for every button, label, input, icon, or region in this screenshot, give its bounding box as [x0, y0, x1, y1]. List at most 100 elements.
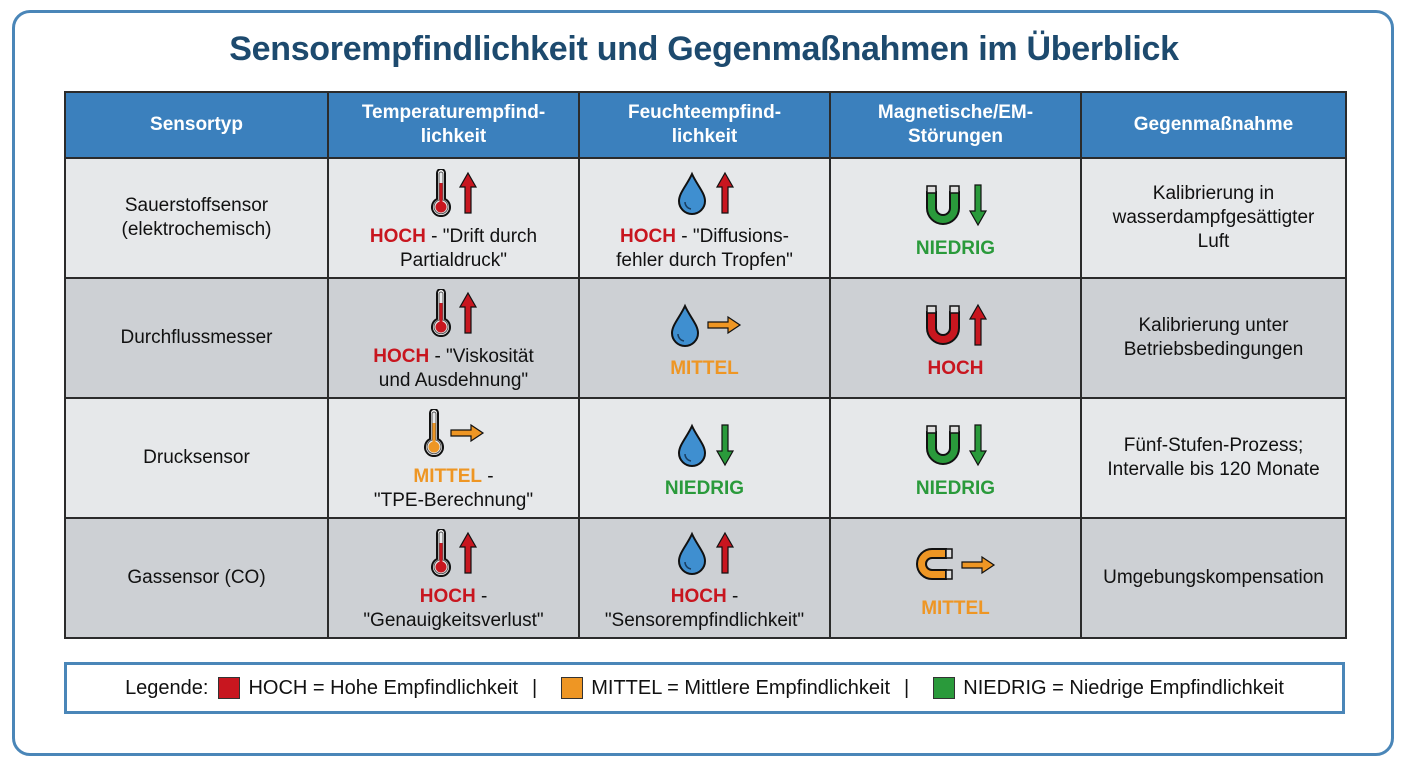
- header-label: Sensortyp: [150, 114, 243, 135]
- water-drop-icon: [677, 531, 706, 575]
- arrow-up-icon: [968, 303, 987, 346]
- temp-icon-group: [333, 405, 574, 461]
- thermometer-icon: [423, 409, 444, 457]
- arrow-up-icon: [458, 531, 477, 574]
- countermeasure-text: Kalibrierung in wasserdampfgesättigter Luf…: [1112, 183, 1315, 252]
- temp-icon-group: [333, 165, 574, 221]
- legend-item-hoch: HOCH = Hohe Empfindlichkeit: [248, 676, 519, 699]
- cell-countermeasure: Fünf-Stufen-Prozess; Intervalle bis 120 M…: [1080, 397, 1347, 519]
- header-countermeasure: Gegenmaßnahme: [1080, 91, 1347, 159]
- humidity-icon-group: [584, 417, 825, 473]
- table-header-row: Sensortyp Temperaturempfind-lichkeit Feu…: [64, 91, 1347, 159]
- level-badge: MITTEL: [670, 358, 739, 379]
- table-row: Sauerstoffsensor (elektrochemisch) HOCH -…: [64, 157, 1347, 279]
- legend-separator: |: [904, 676, 910, 699]
- sensor-name: Drucksensor: [143, 447, 250, 468]
- level-note: - "Genauigkeitsverlust": [363, 586, 544, 631]
- arrow-up-icon: [715, 531, 734, 574]
- cell-sensor: Sauerstoffsensor (elektrochemisch): [64, 157, 329, 279]
- humidity-icon-group: [584, 525, 825, 581]
- cell-temp: HOCH - "Genauigkeitsverlust": [327, 517, 580, 639]
- water-drop-icon: [677, 423, 706, 467]
- magnetic-text: MITTEL: [835, 597, 1076, 621]
- level-badge: HOCH: [373, 346, 430, 367]
- cell-temp: HOCH - "Drift durch Partialdruck": [327, 157, 580, 279]
- magnetic-icon-group: [835, 537, 1076, 593]
- table-row: Drucksensor MITTEL - "TPE-Berechnung" NIE…: [64, 397, 1347, 519]
- table-row: Gassensor (CO) HOCH - "Genauigkeitsverlus…: [64, 517, 1347, 639]
- magnet-icon: [925, 305, 960, 345]
- sensor-table: Sensortyp Temperaturempfind-lichkeit Feu…: [64, 91, 1347, 639]
- header-label: Magnetische/EM- Störungen: [877, 102, 1034, 147]
- temp-text: HOCH - "Drift durch Partialdruck": [333, 225, 574, 273]
- arrow-up-icon: [458, 171, 477, 214]
- temp-text: HOCH - "Genauigkeitsverlust": [333, 585, 574, 633]
- arrow-up-icon: [458, 291, 477, 334]
- cell-temp: HOCH - "Viskosität und Ausdehnung": [327, 277, 580, 399]
- legend-item-niedrig: NIEDRIG = Niedrige Empfindlichkeit: [963, 676, 1284, 699]
- magnetic-icon-group: [835, 417, 1076, 473]
- level-note: - "Sensorempfindlichkeit": [604, 586, 805, 631]
- cell-magnetic: NIEDRIG: [829, 397, 1082, 519]
- level-badge: MITTEL: [413, 466, 482, 487]
- arrow-down-icon: [968, 424, 987, 467]
- table-row: Durchflussmesser HOCH - "Viskosität und A…: [64, 277, 1347, 399]
- level-note: - "Drift durch Partialdruck": [399, 226, 538, 271]
- cell-humidity: MITTEL: [578, 277, 831, 399]
- legend-swatch-niedrig: [933, 677, 956, 699]
- humidity-icon-group: [584, 297, 825, 353]
- temp-icon-group: [333, 525, 574, 581]
- temp-icon-group: [333, 285, 574, 341]
- level-badge: HOCH: [369, 226, 426, 247]
- sensor-name: Durchflussmesser: [120, 327, 273, 348]
- humidity-text: HOCH - "Diffusions-fehler durch Tropfen": [584, 225, 825, 273]
- header-temperature: Temperaturempfind-lichkeit: [327, 91, 580, 159]
- countermeasure-text: Fünf-Stufen-Prozess; Intervalle bis 120 M…: [1107, 435, 1320, 480]
- countermeasure-text: Umgebungskompensation: [1103, 567, 1324, 588]
- level-badge: NIEDRIG: [915, 478, 996, 499]
- cell-countermeasure: Kalibrierung in wasserdampfgesättigter Luf…: [1080, 157, 1347, 279]
- legend-item-mittel: MITTEL = Mittlere Empfindlichkeit: [591, 676, 891, 699]
- level-note: - "Diffusions-fehler durch Tropfen": [616, 226, 793, 271]
- thermometer-icon: [430, 529, 451, 577]
- magnetic-text: HOCH: [835, 357, 1076, 381]
- arrow-right-icon: [706, 315, 741, 335]
- header-sensortyp: Sensortyp: [64, 91, 329, 159]
- humidity-icon-group: [584, 165, 825, 221]
- magnetic-text: NIEDRIG: [835, 237, 1076, 261]
- cell-sensor: Drucksensor: [64, 397, 329, 519]
- level-badge: NIEDRIG: [664, 478, 745, 499]
- magnet-icon: [925, 185, 960, 225]
- cell-magnetic: MITTEL: [829, 517, 1082, 639]
- level-badge: HOCH: [620, 226, 676, 247]
- level-badge: HOCH: [670, 586, 727, 607]
- level-note: - "TPE-Berechnung": [373, 466, 534, 511]
- legend-label: Legende:: [125, 676, 209, 699]
- water-drop-icon: [677, 171, 706, 215]
- humidity-text: HOCH - "Sensorempfindlichkeit": [584, 585, 825, 633]
- humidity-text: MITTEL: [584, 357, 825, 381]
- magnetic-icon-group: [835, 297, 1076, 353]
- level-note: - "Viskosität und Ausdehnung": [378, 346, 534, 391]
- magnet-icon: [915, 548, 953, 580]
- cell-sensor: Durchflussmesser: [64, 277, 329, 399]
- level-badge: HOCH: [419, 586, 476, 607]
- arrow-right-icon: [449, 423, 484, 443]
- arrow-right-icon: [960, 555, 995, 575]
- cell-countermeasure: Kalibrierung unter Betriebsbedingungen: [1080, 277, 1347, 399]
- legend: Legende: HOCH = Hohe Empfindlichkeit | M…: [64, 662, 1345, 714]
- sensor-name: Gassensor (CO): [127, 567, 266, 588]
- magnetic-text: NIEDRIG: [835, 477, 1076, 501]
- legend-swatch-hoch: [218, 677, 241, 699]
- level-badge: HOCH: [927, 358, 984, 379]
- arrow-down-icon: [968, 184, 987, 227]
- temp-text: MITTEL - "TPE-Berechnung": [333, 465, 574, 513]
- header-label: Gegenmaßnahme: [1133, 114, 1294, 135]
- thermometer-icon: [430, 289, 451, 337]
- countermeasure-text: Kalibrierung unter Betriebsbedingungen: [1123, 315, 1304, 360]
- cell-magnetic: HOCH: [829, 277, 1082, 399]
- cell-countermeasure: Umgebungskompensation: [1080, 517, 1347, 639]
- magnetic-icon-group: [835, 177, 1076, 233]
- cell-temp: MITTEL - "TPE-Berechnung": [327, 397, 580, 519]
- cell-humidity: HOCH - "Diffusions-fehler durch Tropfen": [578, 157, 831, 279]
